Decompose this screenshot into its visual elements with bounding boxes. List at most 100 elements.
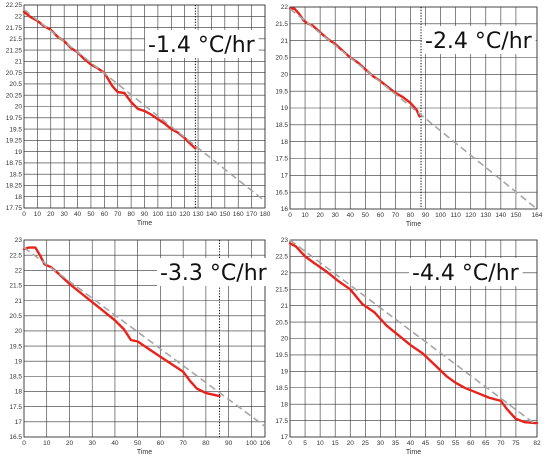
- x-tick-label: 25: [362, 440, 370, 447]
- x-tick-label: 60: [157, 440, 165, 447]
- x-tick-label: 170: [246, 211, 257, 218]
- y-tick-label: 20.5: [275, 55, 288, 62]
- rate-label: -1.4 °C/hr: [148, 33, 256, 58]
- y-tick-label: 21: [281, 38, 289, 45]
- x-tick-label: 70: [497, 440, 505, 447]
- y-tick-label: 17.5: [275, 418, 288, 425]
- x-tick-label: 140: [495, 212, 506, 219]
- x-tick-label: 120: [179, 211, 190, 218]
- x-tick-label: 140: [206, 211, 217, 218]
- x-tick-label: 40: [74, 211, 82, 218]
- x-tick-label: 55: [452, 440, 460, 447]
- rate-label-background: [409, 258, 523, 286]
- x-tick-label: 75: [512, 440, 520, 447]
- y-tick-label: 21: [15, 59, 23, 66]
- x-tick-label: 160: [233, 211, 244, 218]
- x-tick-label: 60: [101, 211, 109, 218]
- x-tick-label: 82: [533, 440, 541, 447]
- x-tick-label: 0: [288, 212, 292, 219]
- x-tick-label: 106: [260, 440, 271, 447]
- x-tick-label: 130: [480, 212, 491, 219]
- y-tick-label: 17: [15, 419, 23, 426]
- x-tick-label: 80: [407, 212, 415, 219]
- y-tick-label: 22: [15, 268, 23, 275]
- y-tick-label: 20: [281, 336, 289, 343]
- x-tick-label: 100: [152, 211, 163, 218]
- y-tick-label: 17.5: [275, 156, 288, 163]
- x-tick-label: 70: [114, 211, 122, 218]
- y-tick-label: 20.5: [275, 319, 288, 326]
- y-tick-label: 21.5: [9, 283, 22, 290]
- rate-label: -3.3 °C/hr: [160, 261, 268, 286]
- y-tick-label: 16.5: [275, 189, 288, 196]
- y-tick-label: 19: [281, 369, 289, 376]
- y-tick-label: 21: [15, 298, 23, 305]
- plot-frame: [23, 239, 266, 438]
- x-tick-label: 90: [225, 440, 233, 447]
- measured-line: [288, 242, 539, 425]
- x-tick-label: 10: [34, 211, 42, 218]
- x-tick-label: 90: [422, 212, 430, 219]
- rate-label-background: [145, 30, 259, 58]
- y-tick-label: 19.25: [6, 138, 23, 145]
- rate-label-background: [157, 258, 271, 286]
- y-tick-label: 22.25: [6, 2, 23, 9]
- x-tick-label: 100: [435, 212, 446, 219]
- x-tick-label: 80: [202, 440, 210, 447]
- x-tick-label: 35: [392, 440, 400, 447]
- x-axis-title: Time: [137, 449, 152, 456]
- x-axis-title: Time: [137, 220, 152, 227]
- y-tick-label: 17: [281, 173, 289, 180]
- y-tick-label: 20: [15, 104, 23, 111]
- y-tick-label: 16: [281, 206, 289, 213]
- x-tick-label: 5: [303, 440, 307, 447]
- y-tick-label: 19.5: [9, 343, 22, 350]
- y-tick-label: 21.25: [6, 47, 23, 54]
- chart-panel-1: 0 10 20 30 40 50 60 70 80 90 100 110 120 130 140 150 160…: [6, 2, 271, 227]
- y-tick-label: 19.5: [9, 126, 22, 133]
- fit-line: [289, 8, 538, 210]
- x-tick-label: 150: [510, 212, 521, 219]
- y-tick-label: 17.75: [6, 205, 23, 212]
- y-tick-label: 17.5: [9, 404, 22, 411]
- x-tick-label: 50: [87, 211, 95, 218]
- y-tick-label: 23: [281, 237, 289, 244]
- x-tick-label: 50: [437, 440, 445, 447]
- x-tick-label: 40: [347, 212, 355, 219]
- y-tick-label: 18: [15, 194, 23, 201]
- x-tick-label: 70: [180, 440, 188, 447]
- y-tick-label: 18.5: [9, 171, 22, 178]
- x-tick-label: 50: [362, 212, 370, 219]
- x-tick-label: 130: [193, 211, 204, 218]
- y-tick-label: 16.5: [9, 434, 22, 441]
- x-tick-label: 150: [219, 211, 230, 218]
- y-tick-label: 18.25: [6, 183, 23, 190]
- x-tick-label: 30: [377, 440, 385, 447]
- x-tick-label: 90: [141, 211, 149, 218]
- y-tick-label: 19: [281, 105, 289, 112]
- y-tick-label: 20.75: [6, 70, 23, 77]
- x-tick-label: 0: [288, 440, 292, 447]
- x-axis-title: Time: [406, 449, 421, 456]
- y-tick-label: 21.5: [275, 21, 288, 28]
- fit-line: [23, 8, 266, 202]
- y-tick-label: 18.5: [275, 122, 288, 129]
- x-tick-label: 30: [332, 212, 340, 219]
- x-tick-label: 30: [89, 440, 97, 447]
- y-tick-label: 18: [15, 389, 23, 396]
- y-tick-label: 19: [15, 358, 23, 365]
- x-tick-label: 10: [317, 440, 325, 447]
- plot-frame: [23, 4, 266, 209]
- y-tick-label: 18: [281, 139, 289, 146]
- x-tick-label: 20: [317, 212, 325, 219]
- x-tick-label: 110: [166, 211, 177, 218]
- x-tick-label: 180: [260, 211, 271, 218]
- y-tick-label: 22.5: [275, 254, 288, 261]
- x-tick-label: 60: [377, 212, 385, 219]
- y-tick-label: 19.5: [275, 352, 288, 359]
- y-tick-label: 17: [281, 434, 289, 441]
- x-tick-label: 30: [61, 211, 69, 218]
- x-tick-label: 70: [392, 212, 400, 219]
- y-tick-label: 18.5: [275, 385, 288, 392]
